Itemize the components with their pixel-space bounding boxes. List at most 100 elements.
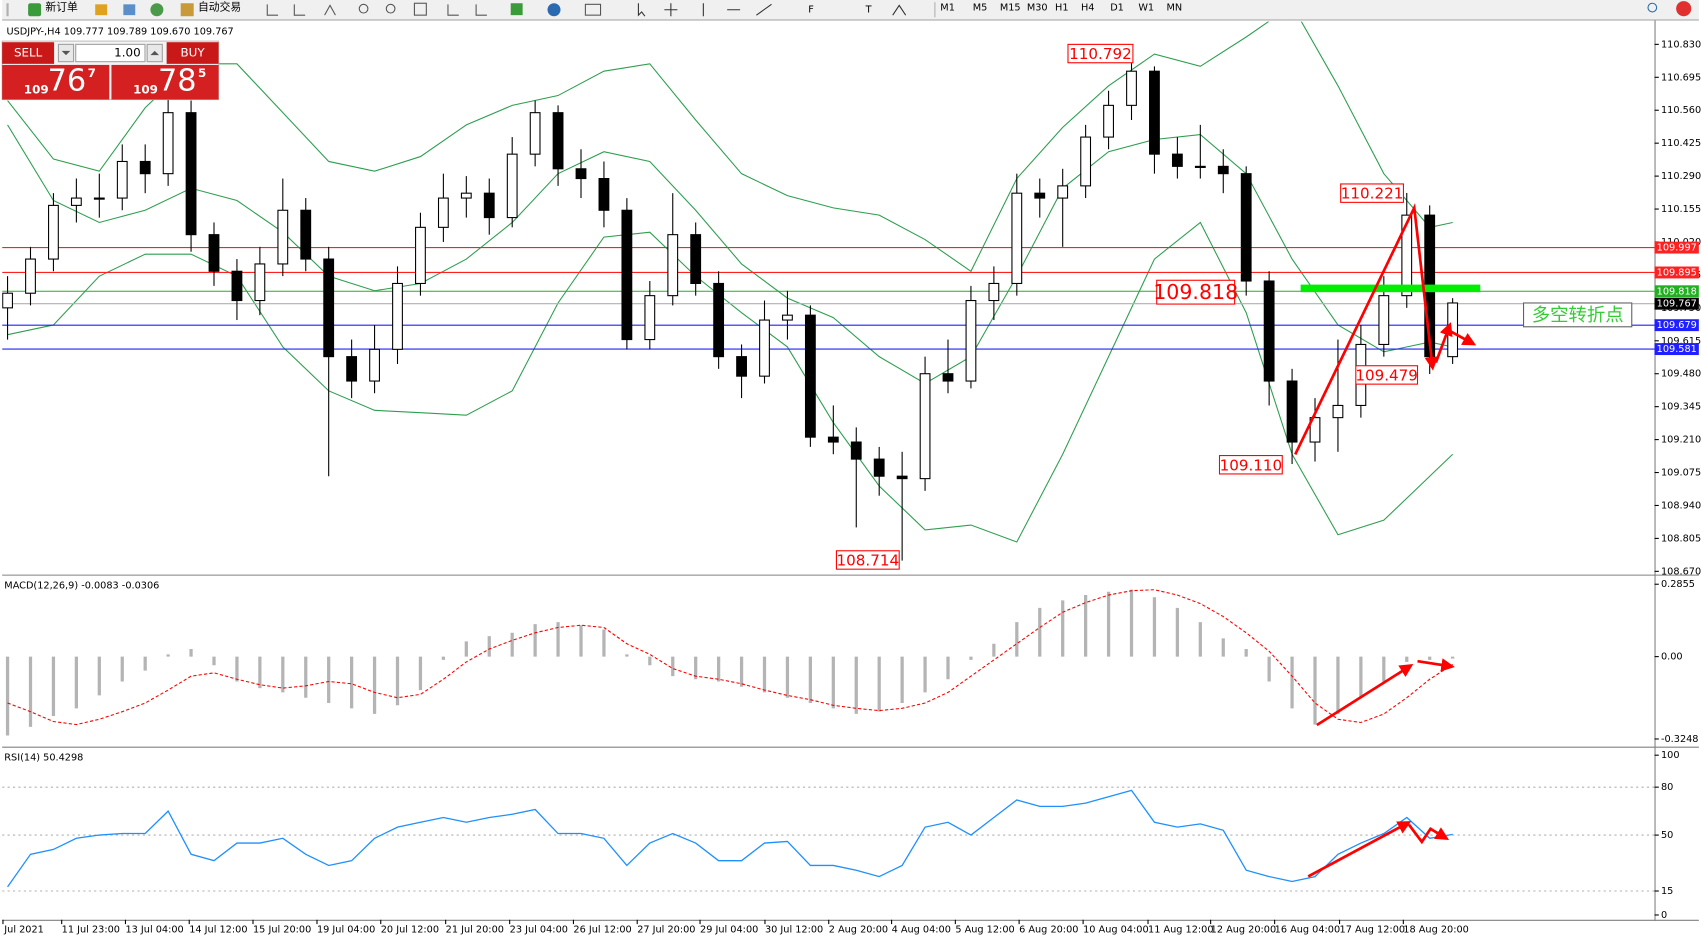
- annotation-box: [1067, 43, 1134, 64]
- signal-line: [7, 589, 1453, 726]
- candle-body: [254, 263, 266, 302]
- candle-body: [323, 258, 335, 358]
- price-sup: 5: [198, 66, 206, 80]
- candle-body: [919, 373, 931, 480]
- indicator-title: MACD(12,26,9) -0.0083 -0.0306: [4, 580, 159, 591]
- timeframe-button[interactable]: MN: [1166, 3, 1182, 14]
- annotation-box: [1355, 365, 1419, 385]
- x-tick-label: 21 Jul 20:00: [446, 925, 504, 936]
- candle-body: [873, 458, 885, 477]
- timeframe-button[interactable]: D1: [1110, 3, 1124, 14]
- buy-price-box[interactable]: [111, 64, 219, 100]
- lot-size: 1.00: [114, 46, 140, 60]
- timeframe-button[interactable]: M15: [1000, 3, 1021, 14]
- price-big: 76: [48, 64, 87, 99]
- y-tick-label: 110.425: [1661, 138, 1701, 149]
- y-tick-label: 109.075: [1661, 468, 1701, 479]
- candle-body: [1057, 185, 1069, 199]
- x-tick-label: 27 Jul 20:00: [637, 925, 695, 936]
- annotation: 110.221: [1341, 185, 1404, 203]
- lot-input[interactable]: [75, 43, 146, 63]
- timeframe-button[interactable]: H4: [1081, 3, 1095, 14]
- candle-body: [621, 209, 633, 341]
- buy-label: BUY: [181, 46, 206, 60]
- toolbar-button[interactable]: 新订单: [45, 0, 78, 14]
- candle-body: [185, 112, 197, 236]
- candle-body: [598, 178, 610, 211]
- price-prefix: 109: [24, 82, 49, 96]
- candle-body: [506, 153, 518, 219]
- x-tick-label: 18 Aug 20:00: [1403, 925, 1469, 936]
- candle-body: [896, 475, 908, 480]
- candle-body: [70, 197, 82, 206]
- candle-body: [690, 234, 702, 284]
- x-tick-label: 2 Aug 20:00: [829, 925, 888, 936]
- annotations: 110.792 110.221 109.818 109.479 109.110 108.7…: [835, 43, 1633, 570]
- timeframe-button[interactable]: M30: [1027, 3, 1048, 14]
- candle-body: [483, 192, 495, 219]
- bollinger-band: [7, 124, 1453, 385]
- sell-button[interactable]: [2, 42, 55, 64]
- timeframe-button[interactable]: M5: [973, 3, 988, 14]
- indicator-title: RSI(14) 50.4298: [4, 752, 83, 763]
- y-tick-label: 109.480: [1661, 369, 1701, 380]
- level-label-bg: [1654, 266, 1699, 279]
- candle-body: [116, 160, 128, 199]
- candle-body: [1286, 380, 1298, 443]
- y-tick-label: 108.670: [1661, 566, 1701, 577]
- candle-body: [1080, 136, 1092, 187]
- candle-body: [644, 295, 656, 341]
- timeframe-button[interactable]: W1: [1138, 3, 1154, 14]
- y-tick-label: 100: [1661, 750, 1680, 761]
- toolbar: [2, 0, 1699, 20]
- candle-body: [804, 314, 816, 438]
- level-label: 109.895: [1657, 267, 1697, 278]
- sell-price-box[interactable]: [2, 64, 110, 100]
- candle-body: [736, 356, 747, 377]
- timeframe-button[interactable]: H1: [1055, 3, 1069, 14]
- macd-plot: [5, 589, 1455, 736]
- x-tick-label: 14 Jul 12:00: [189, 925, 247, 936]
- x-tick-label: 11 Aug 12:00: [1148, 925, 1214, 936]
- x-tick-label: 20 Jul 12:00: [381, 925, 439, 936]
- toolbar-button[interactable]: 自动交易: [198, 0, 241, 14]
- candle-body: [1309, 417, 1321, 443]
- timeframe-button[interactable]: M1: [940, 3, 955, 14]
- x-tick-label: 23 Jul 04:00: [510, 925, 568, 936]
- candle-body: [529, 112, 541, 155]
- candle-body: [300, 209, 312, 260]
- price-big: 78: [158, 64, 197, 99]
- level-label-bg: [1654, 343, 1699, 356]
- level-label-bg: [1654, 285, 1699, 298]
- buy-button[interactable]: [166, 42, 219, 64]
- candle-body: [346, 356, 358, 382]
- annotation: 108.714: [837, 552, 900, 570]
- y-tick-label: 110.155: [1661, 204, 1701, 215]
- x-tick-label: 13 Jul 04:00: [125, 925, 183, 936]
- y-tick-label: 110.830: [1661, 39, 1701, 50]
- candle-body: [139, 160, 151, 175]
- svg-text:F: F: [808, 5, 814, 16]
- y-tick-label: 0.2855: [1661, 579, 1695, 590]
- level-label: 109.818: [1657, 286, 1697, 297]
- drawings: [1294, 202, 1481, 878]
- annotation: 110.792: [1069, 45, 1132, 63]
- annotation: 109.479: [1355, 367, 1418, 385]
- x-tick-label: 15 Jul 20:00: [253, 925, 311, 936]
- candle-body: [1171, 153, 1183, 167]
- candle-body: [277, 209, 289, 265]
- y-tick-label: 108.805: [1661, 533, 1701, 544]
- annotation-box: [1218, 455, 1283, 475]
- x-tick-label: 4 Aug 04:00: [892, 925, 951, 936]
- level-label-bg: [1654, 241, 1699, 254]
- y-tick-label: 108.940: [1661, 500, 1701, 511]
- level-label-bg: [1654, 297, 1699, 310]
- candle-body: [988, 282, 1000, 302]
- candle-body: [231, 270, 243, 302]
- candle-body: [942, 373, 954, 382]
- y-tick-label: 110.695: [1661, 72, 1701, 83]
- x-tick-label: Jul 2021: [3, 925, 44, 936]
- annotation: 109.110: [1220, 456, 1283, 474]
- candle-body: [1401, 214, 1413, 297]
